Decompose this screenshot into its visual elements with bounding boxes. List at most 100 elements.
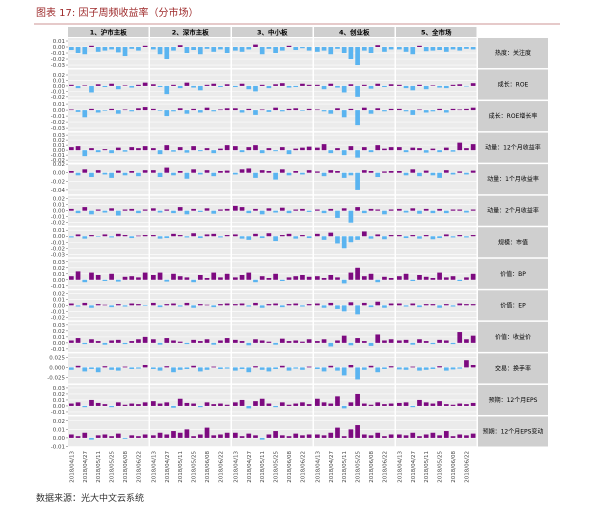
bar — [259, 398, 265, 406]
bar — [417, 305, 422, 308]
bar — [388, 277, 394, 280]
bar — [184, 342, 190, 345]
bar — [136, 235, 141, 237]
bar — [184, 367, 190, 370]
bar — [266, 47, 272, 49]
bar — [315, 109, 320, 111]
bar — [102, 434, 108, 438]
y-tick-label: -0.01 — [51, 410, 65, 416]
y-tick-label: 0.00 — [53, 84, 66, 90]
x-tick-label: 2018/05/11 — [342, 451, 348, 483]
bar — [266, 208, 272, 211]
bar — [300, 208, 305, 211]
source-note: 数据来源：光大中文云系统 — [36, 492, 144, 504]
bar — [164, 304, 170, 306]
bar — [129, 208, 135, 211]
y-tick-label: -0.02 — [51, 95, 65, 101]
bar — [224, 273, 230, 280]
bar — [102, 304, 108, 306]
bar — [410, 85, 416, 91]
bar — [218, 209, 223, 211]
bar — [355, 338, 360, 343]
bar — [239, 436, 245, 438]
bar — [470, 144, 476, 151]
bar — [335, 396, 340, 406]
bar — [273, 405, 278, 408]
bar — [273, 150, 278, 152]
bar — [218, 304, 223, 306]
bar — [233, 339, 238, 343]
bar — [361, 367, 367, 370]
bar — [171, 405, 176, 408]
bar — [253, 401, 258, 406]
bar — [246, 108, 252, 111]
bar — [95, 170, 101, 173]
bar — [246, 85, 252, 90]
bar — [341, 85, 347, 93]
x-tick-label: 2018/06/22 — [136, 451, 142, 483]
bar — [397, 84, 402, 86]
bar — [279, 110, 285, 112]
bar — [75, 305, 81, 307]
bar — [470, 304, 476, 306]
bar — [403, 47, 409, 52]
bar — [430, 277, 436, 280]
bar — [397, 367, 402, 370]
bar — [218, 367, 223, 370]
bar — [361, 210, 367, 214]
bar — [204, 304, 210, 306]
bar — [457, 171, 463, 173]
bar — [246, 47, 252, 50]
bar — [457, 209, 463, 211]
bar — [197, 236, 203, 239]
bar — [211, 172, 217, 177]
bar — [403, 210, 409, 213]
bar — [335, 305, 340, 309]
bar — [315, 47, 320, 52]
row-label: 热度：关注度 — [495, 49, 531, 57]
x-tick-label: 2018/04/27 — [165, 451, 171, 483]
row-label: 动量：2个月收益率 — [487, 207, 539, 215]
bar — [211, 366, 217, 368]
bar — [211, 272, 217, 280]
bar — [457, 279, 463, 281]
bar — [102, 234, 108, 237]
bar — [335, 108, 340, 111]
bar — [115, 433, 121, 438]
bar — [218, 47, 223, 50]
bar — [151, 148, 156, 151]
bar — [286, 367, 292, 371]
bar — [259, 437, 265, 440]
bar — [315, 209, 320, 211]
x-tick-label: 2018/04/27 — [83, 451, 89, 483]
bar — [328, 403, 334, 406]
bar — [375, 301, 381, 306]
bar — [136, 304, 141, 306]
bar — [464, 339, 469, 343]
y-tick-label: 0.00 — [53, 404, 66, 410]
column-strip — [150, 27, 231, 37]
row-strip — [478, 164, 548, 195]
bar — [375, 279, 381, 283]
bar — [246, 342, 252, 346]
bar — [157, 367, 163, 371]
bar — [286, 304, 292, 306]
bar — [443, 340, 449, 343]
bar — [122, 342, 128, 345]
column-label: 3、中小板 — [257, 28, 288, 37]
bar — [224, 170, 230, 173]
bar — [109, 172, 114, 178]
panel-bg — [396, 69, 477, 100]
bar — [306, 434, 312, 438]
bar — [171, 233, 176, 237]
bar — [197, 150, 203, 152]
row-label: 预期：12个月EPS变动 — [483, 427, 544, 435]
bar — [341, 110, 347, 118]
x-tick-label: 2018/05/25 — [356, 451, 362, 483]
bar — [293, 108, 299, 111]
bar — [423, 434, 429, 438]
x-tick-label: 2018/06/08 — [451, 451, 457, 483]
bar — [142, 82, 148, 86]
bar — [457, 303, 463, 306]
bar — [253, 435, 258, 438]
